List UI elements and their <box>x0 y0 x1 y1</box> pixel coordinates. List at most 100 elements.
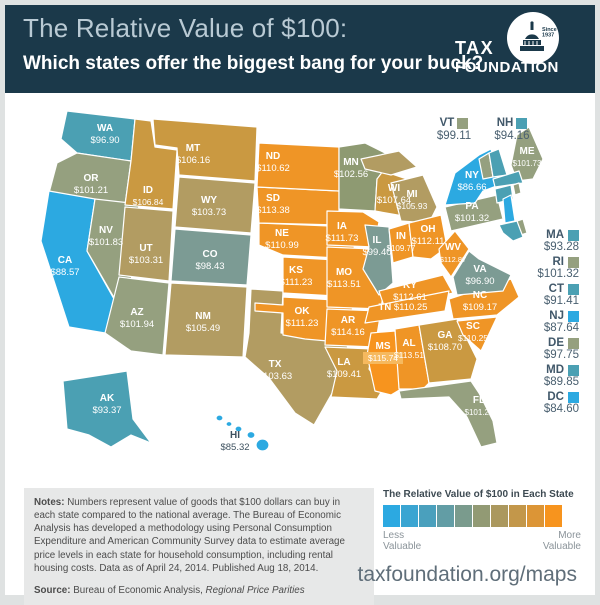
state-label-KS: KS$111.23 <box>280 265 313 288</box>
svg-text:WI: WI <box>388 183 400 194</box>
svg-text:WV: WV <box>445 242 461 253</box>
state-HI <box>246 430 256 440</box>
state-UT <box>118 206 174 282</box>
legend-ramp-labels: Less Valuable More Valuable <box>383 530 581 552</box>
svg-text:$101.21: $101.21 <box>74 185 108 196</box>
legend-less-label: Less Valuable <box>383 530 422 552</box>
state-label-LA: LA$109.41 <box>327 357 361 380</box>
east-coast-state-list: MA $93.28 RI $101.32 CT $91.41 NJ $87.64 DE $97.7… <box>537 229 579 418</box>
svg-text:$103.63: $103.63 <box>258 371 292 382</box>
svg-text:TN $110.25: TN $110.25 <box>379 302 428 313</box>
svg-text:AK: AK <box>100 393 115 404</box>
us-choropleth-map: WA$96.90OR$101.21CA$88.57NV$101.83ID$106… <box>40 110 544 453</box>
state-label-MS: MS$115.74 <box>363 341 403 364</box>
svg-text:$109.17: $109.17 <box>463 302 497 313</box>
state-label-MN: MN$102.56 <box>334 157 368 180</box>
state-label-WY: WY$103.73 <box>192 195 226 218</box>
svg-text:$86.66: $86.66 <box>457 182 486 193</box>
east-list-value-CT: $91.41 <box>543 295 579 307</box>
east-list-value-MA: $93.28 <box>543 241 579 253</box>
state-label-NV: NV$101.83 <box>89 225 123 248</box>
state-label-VA: VA$96.90 <box>465 264 494 287</box>
svg-text:$101.32: $101.32 <box>455 213 489 224</box>
svg-text:$112.61: $112.61 <box>393 292 427 303</box>
svg-text:LA: LA <box>337 357 350 368</box>
state-IL <box>362 224 394 296</box>
svg-text:NC: NC <box>473 290 487 301</box>
svg-text:OH: OH <box>421 224 436 235</box>
state-NM <box>164 282 248 358</box>
state-MD <box>498 220 524 242</box>
logo-since-text: Since 1937 <box>542 27 557 39</box>
svg-text:KS: KS <box>289 265 303 276</box>
state-label-MO: MO$113.51 <box>327 267 361 290</box>
state-NH <box>488 148 508 178</box>
svg-text:$99.40: $99.40 <box>362 247 391 258</box>
east-list-abbr-DE: DE <box>548 337 579 349</box>
state-SC <box>456 316 498 352</box>
color-swatch-DE <box>568 337 579 349</box>
color-swatch-NJ <box>568 310 579 322</box>
svg-text:$101.94: $101.94 <box>120 319 154 330</box>
notes-text: Notes: Numbers represent value of goods … <box>34 496 364 575</box>
svg-text:ND: ND <box>266 151 280 162</box>
state-label-OH: OH$112.11 <box>412 224 445 247</box>
highlight-box-MS <box>363 352 403 364</box>
svg-text:$113.51: $113.51 <box>394 350 424 360</box>
state-label-TN: TN $110.25 <box>379 302 428 313</box>
state-RI <box>512 182 522 196</box>
svg-text:IN: IN <box>396 231 406 242</box>
state-HI <box>255 438 270 452</box>
state-ID <box>124 118 178 210</box>
callout-NH: NH $94.16 <box>484 117 540 142</box>
state-label-GA: GA$108.70 <box>428 330 462 353</box>
east-list-abbr-NJ: NJ <box>549 310 579 322</box>
svg-text:UT: UT <box>139 243 152 254</box>
ramp-swatch-3 <box>419 505 436 527</box>
svg-text:$101.73: $101.73 <box>513 159 542 168</box>
svg-text:FL: FL <box>473 395 485 406</box>
state-label-WA: WA$96.90 <box>90 123 119 146</box>
state-CO <box>170 228 252 286</box>
svg-text:$88.57: $88.57 <box>50 267 79 278</box>
svg-text:$108.70: $108.70 <box>428 342 462 353</box>
state-TX <box>244 288 352 426</box>
color-swatch-MD <box>568 364 579 376</box>
color-swatch-CT <box>568 283 579 295</box>
state-label-AL: AL$113.51 <box>394 338 424 360</box>
svg-text:$110.25: $110.25 <box>458 333 488 343</box>
svg-text:$93.37: $93.37 <box>92 405 121 416</box>
east-list-abbr-MD: MD <box>546 364 579 376</box>
notes-body: Numbers represent value of goods that $1… <box>34 497 345 574</box>
svg-text:$110.99: $110.99 <box>265 240 299 251</box>
state-KY <box>378 274 454 310</box>
page-subtitle: Which states offer the biggest bang for … <box>23 53 484 74</box>
state-label-FL: FL $101.21 <box>465 395 494 417</box>
svg-text:MI: MI <box>406 189 417 200</box>
state-label-IL: IL$99.40 <box>362 235 391 258</box>
east-list-item-DE: DE $97.75 <box>544 337 579 361</box>
header: The Relative Value of $100: Which states… <box>5 5 595 93</box>
state-label-WI: WI$107.64 <box>377 183 411 206</box>
state-WV <box>438 230 470 278</box>
state-AZ <box>104 276 170 356</box>
east-list-abbr-MA: MA <box>546 229 579 241</box>
callout-value-VT: $99.11 <box>436 130 472 142</box>
state-label-HI: HI$85.32 <box>220 430 249 453</box>
state-HI <box>234 425 243 433</box>
state-AK <box>62 370 152 448</box>
state-label-AR: AR$114.16 <box>331 315 365 338</box>
svg-text:OK: OK <box>295 306 311 317</box>
svg-text:$101.21: $101.21 <box>465 408 494 417</box>
east-list-item-DC: DC $84.60 <box>544 391 579 415</box>
notes-label: Notes: <box>34 497 65 508</box>
east-list-abbr-CT: CT <box>549 283 579 295</box>
svg-text:$102.56: $102.56 <box>334 169 368 180</box>
svg-text:$103.31: $103.31 <box>129 255 163 266</box>
svg-text:TX: TX <box>269 359 282 370</box>
svg-text:SD: SD <box>266 193 280 204</box>
east-list-item-CT: CT $91.41 <box>544 283 579 307</box>
east-list-item-RI: RI $101.32 <box>537 256 579 280</box>
svg-text:$96.90: $96.90 <box>465 276 494 287</box>
